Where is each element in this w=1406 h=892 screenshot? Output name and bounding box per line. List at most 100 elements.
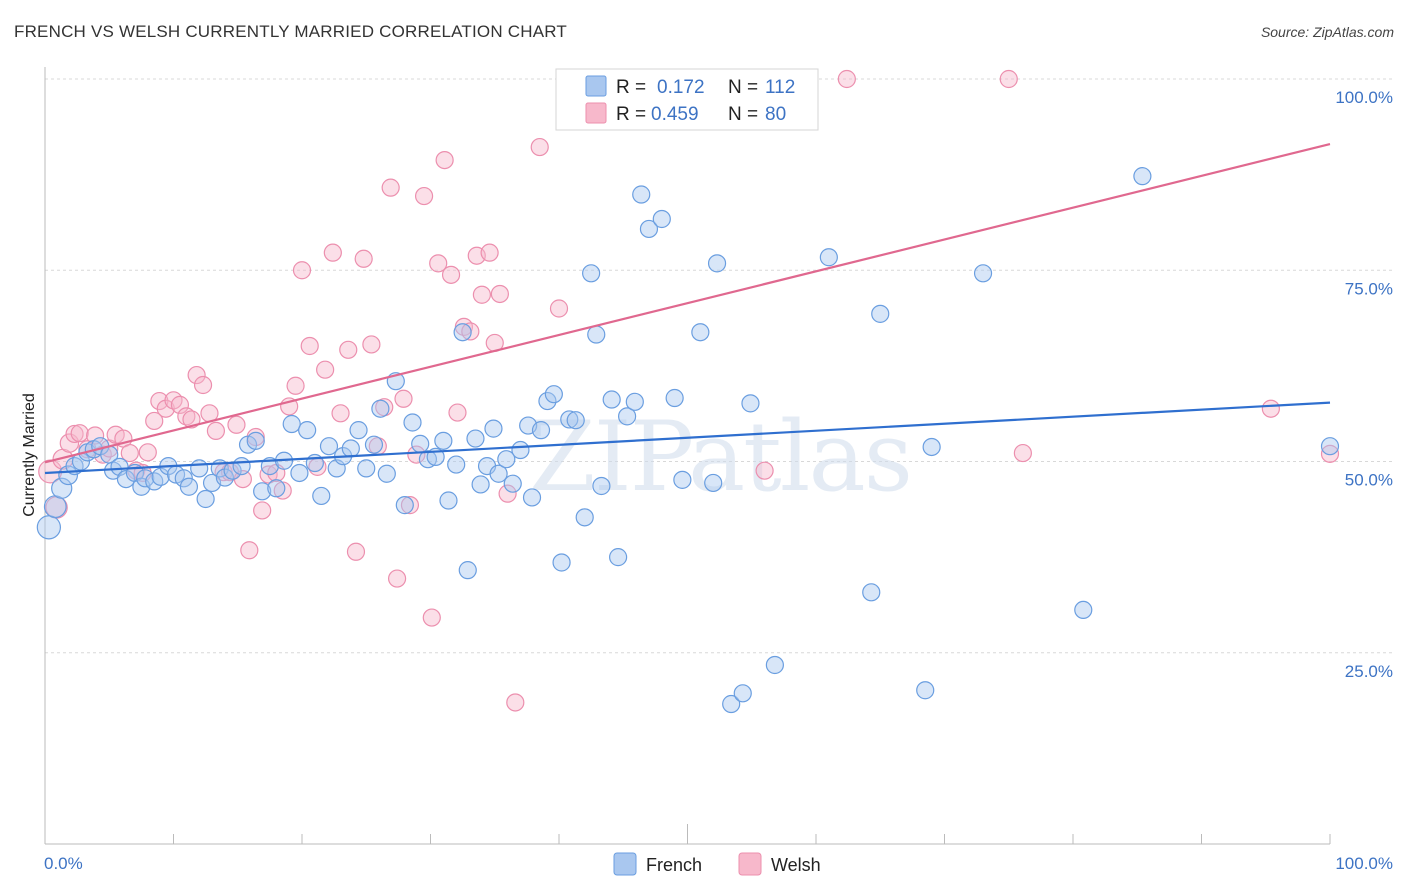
welsh-point	[448, 403, 467, 422]
french-legend-label: French	[646, 855, 702, 875]
french-point	[1133, 167, 1152, 186]
french-point	[916, 681, 935, 700]
welsh-point	[472, 285, 491, 304]
french-point	[765, 655, 784, 675]
french-point	[411, 434, 430, 454]
french-point	[704, 473, 723, 493]
french-point	[1320, 437, 1340, 456]
french-legend-swatch	[585, 75, 607, 97]
welsh-point	[182, 410, 201, 429]
welsh-point	[549, 299, 569, 318]
french-point	[552, 553, 571, 572]
welsh-n-value: 80	[765, 104, 786, 125]
french-point	[357, 459, 376, 478]
welsh-point	[300, 336, 319, 356]
french-point	[862, 583, 881, 602]
french-point	[538, 391, 557, 411]
welsh-point	[339, 340, 358, 359]
french-point	[403, 413, 422, 432]
french-point	[665, 388, 684, 408]
welsh-point	[138, 443, 157, 462]
french-point	[371, 399, 390, 418]
y-axis-label: Currently Married	[21, 393, 38, 517]
french-point	[609, 548, 628, 567]
welsh-point	[240, 541, 259, 560]
welsh-point	[407, 445, 426, 464]
french-point	[522, 488, 542, 507]
french-point	[592, 476, 611, 496]
french-r-value: 0.172	[657, 77, 705, 98]
french-point	[587, 325, 606, 344]
french-point	[511, 440, 530, 460]
french-point	[632, 185, 651, 204]
french-point	[922, 437, 941, 457]
french-point	[364, 435, 384, 454]
axes	[44, 67, 1331, 845]
welsh-point	[435, 150, 454, 170]
welsh-point	[441, 265, 461, 284]
french-point	[560, 410, 579, 429]
french-point	[253, 482, 272, 501]
welsh-point	[177, 407, 196, 426]
welsh-point	[414, 186, 434, 206]
french-point	[733, 684, 752, 703]
y-tick-label: 25.0%	[1345, 662, 1393, 681]
welsh-points	[38, 69, 1340, 712]
french-points	[36, 167, 1340, 714]
welsh-point	[331, 404, 350, 423]
y-tick-label: 100.0%	[1335, 88, 1393, 107]
french-point	[232, 456, 251, 476]
french-point	[544, 385, 563, 404]
welsh-point	[86, 426, 105, 445]
welsh-point	[292, 261, 312, 280]
y-tick-label: 50.0%	[1345, 471, 1393, 490]
french-n-value: 112	[765, 77, 795, 98]
french-point	[51, 477, 73, 499]
welsh-bottom-swatch	[738, 852, 762, 876]
french-point	[1074, 600, 1093, 620]
stats-legend: R = 0.172 N = 112 R = 0.459 N = 80	[555, 68, 819, 131]
welsh-point	[187, 365, 206, 385]
welsh-point	[206, 421, 226, 440]
french-point	[497, 450, 516, 469]
welsh-point	[227, 415, 246, 434]
french-point	[707, 254, 727, 273]
french-point	[741, 394, 760, 413]
french-point	[349, 421, 368, 440]
welsh-point	[1261, 399, 1280, 418]
welsh-point	[461, 322, 480, 341]
welsh-point	[387, 569, 407, 588]
welsh-point	[429, 254, 448, 273]
french-point	[215, 468, 234, 487]
french-point	[179, 477, 199, 496]
french-point	[246, 431, 265, 450]
french-point	[652, 209, 671, 229]
french-point	[722, 694, 741, 714]
welsh-point	[506, 693, 525, 712]
french-point	[43, 495, 67, 519]
french-point	[566, 411, 585, 430]
french-point	[466, 429, 485, 448]
welsh-point	[498, 484, 517, 503]
welsh-point	[530, 137, 549, 157]
french-point	[341, 439, 360, 458]
welsh-point	[65, 424, 84, 444]
french-point	[503, 474, 522, 493]
french-point	[973, 264, 993, 283]
welsh-point	[120, 443, 139, 463]
french-point	[575, 508, 594, 527]
french-point	[531, 421, 551, 440]
welsh-legend-swatch	[585, 102, 607, 124]
welsh-trend-line	[44, 142, 1331, 464]
french-point	[377, 464, 396, 483]
french-point	[639, 219, 659, 239]
french-point	[282, 414, 301, 434]
welsh-n-label: N =	[728, 104, 758, 125]
trend-lines	[44, 142, 1331, 475]
french-point	[196, 489, 215, 509]
french-point	[267, 479, 286, 498]
french-point	[36, 515, 62, 540]
x-tick-labels: 0.0% 100.0%	[44, 854, 1393, 873]
welsh-point	[253, 501, 272, 520]
